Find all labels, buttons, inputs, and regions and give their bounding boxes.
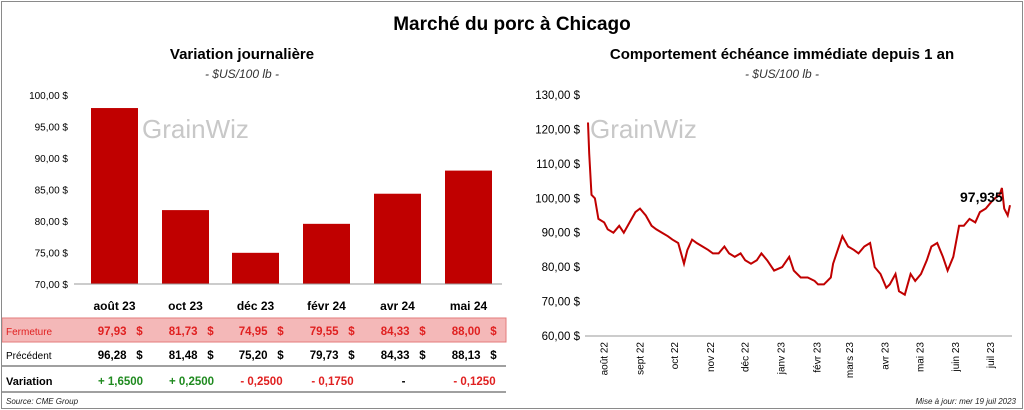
table-cell: - [402,376,406,388]
x-tick-label: mars 23 [845,342,856,379]
bar [374,193,421,284]
table-cell: 88,13 [452,350,481,362]
table-cell-suffix: $ [490,350,497,362]
x-tick-label: mai 23 [915,342,926,372]
x-tick-label: juil 23 [986,342,997,370]
x-tick-label: janv 23 [777,342,788,376]
y-tick-label: 60,00 $ [542,331,581,343]
bar [303,223,350,284]
line-chart: GrainWiz 130,00 $ 120,00 $ 110,00 $ 100,00 … [535,90,1012,378]
table-cell: 97,93 [98,326,127,338]
table-rows: Fermeture 97,93 $81,73 $74,95 $79,55 $84,33 $8… [6,326,497,388]
bar-chart: GrainWiz 100,00 $ 95,00 $ 90,00 $ 85,00 $ 80… [29,91,502,313]
y-tick-label: 120,00 $ [535,124,580,136]
table-cell-suffix: $ [136,350,143,362]
x-tick-label: déc 23 [237,299,275,313]
y-tick-label: 90,00 $ [542,228,581,240]
x-tick-label: août 23 [93,299,135,313]
x-tick-label: avr 23 [881,342,892,370]
right-chart-unit: - $US/100 lb - [744,67,820,81]
table-row-highlight [2,317,507,343]
x-tick-label: févr 23 [812,342,823,373]
source-note: Source: CME Group [6,397,79,406]
table-cell: 84,33 [381,326,410,338]
table-row-label: Variation [6,376,53,388]
left-x-axis: août 23 oct 23 déc 23 févr 24 avr 24 mai 24 [93,299,487,313]
table-cell-suffix: $ [490,326,497,338]
left-y-axis: 100,00 $ 95,00 $ 90,00 $ 85,00 $ 80,00 $ 75,0… [29,91,68,291]
last-value-label: 97,935 [960,189,1003,205]
x-tick-label: déc 22 [741,342,752,372]
bar [232,252,279,284]
x-tick-label: nov 22 [706,342,717,372]
table-cell-suffix: $ [207,326,214,338]
y-tick-label: 85,00 $ [35,186,69,197]
y-tick-label: 95,00 $ [35,123,69,134]
main-title: Marché du porc à Chicago [393,14,631,35]
x-tick-label: oct 22 [670,342,681,370]
bar [445,170,492,284]
table-cell: 96,28 [98,350,127,362]
table-cell: + 0,2500 [169,376,214,388]
bar-series [91,108,492,284]
update-note: Mise à jour: mer 19 juil 2023 [915,397,1017,406]
table-cell: 81,73 [169,326,198,338]
right-y-axis: 130,00 $ 120,00 $ 110,00 $ 100,00 $ 90,00 $ 8… [535,90,580,343]
y-tick-label: 70,00 $ [35,280,69,291]
x-tick-label: juin 23 [951,342,962,373]
table-cell: 88,00 [452,326,481,338]
y-tick-label: 80,00 $ [35,217,69,228]
right-chart-title: Comportement échéance immédiate depuis 1… [609,46,955,63]
table-cell: + 1,6500 [98,376,143,388]
right-x-axis: août 22 sept 22 oct 22 nov 22 déc 22 janv 23 f… [600,342,997,379]
y-tick-label: 100,00 $ [535,193,580,205]
table-cell: 81,48 [169,350,198,362]
table-cell: 74,95 [239,326,268,338]
table-cell: - 0,1250 [453,376,495,388]
y-tick-label: 75,00 $ [35,249,69,260]
price-table: Fermeture 97,93 $81,73 $74,95 $79,55 $84,33 $8… [2,317,507,393]
x-tick-label: mai 24 [450,299,488,313]
table-cell-suffix: $ [136,326,143,338]
x-tick-label: avr 24 [380,299,415,313]
y-tick-label: 80,00 $ [542,262,581,274]
x-tick-label: févr 24 [307,299,346,313]
y-tick-label: 130,00 $ [535,90,580,102]
table-cell: 75,20 [239,350,268,362]
left-chart-title: Variation journalière [169,46,315,63]
watermark: GrainWiz [142,114,249,144]
table-cell-suffix: $ [277,326,284,338]
table-cell: 84,33 [381,350,410,362]
table-cell: 79,55 [310,326,339,338]
watermark: GrainWiz [590,114,697,144]
table-row-label: Fermeture [6,327,53,338]
y-tick-label: 90,00 $ [35,154,69,165]
table-row-label: Précédent [6,351,52,362]
table-cell: 79,73 [310,350,339,362]
table-cell-suffix: $ [348,326,355,338]
table-cell: - 0,2500 [240,376,282,388]
table-cell-suffix: $ [419,326,426,338]
left-chart-unit: - $US/100 lb - [204,67,280,81]
price-line [587,122,1011,297]
table-cell-suffix: $ [348,350,355,362]
y-tick-label: 70,00 $ [542,297,581,309]
x-tick-label: oct 23 [168,299,203,313]
table-cell-suffix: $ [207,350,214,362]
x-tick-label: août 22 [600,342,611,376]
y-tick-label: 110,00 $ [536,159,581,171]
table-cell: - 0,1750 [311,376,353,388]
table-cell-suffix: $ [277,350,284,362]
bar [91,108,138,284]
y-tick-label: 100,00 $ [29,91,68,102]
table-cell-suffix: $ [419,350,426,362]
bar [162,210,209,284]
x-tick-label: sept 22 [636,342,647,375]
